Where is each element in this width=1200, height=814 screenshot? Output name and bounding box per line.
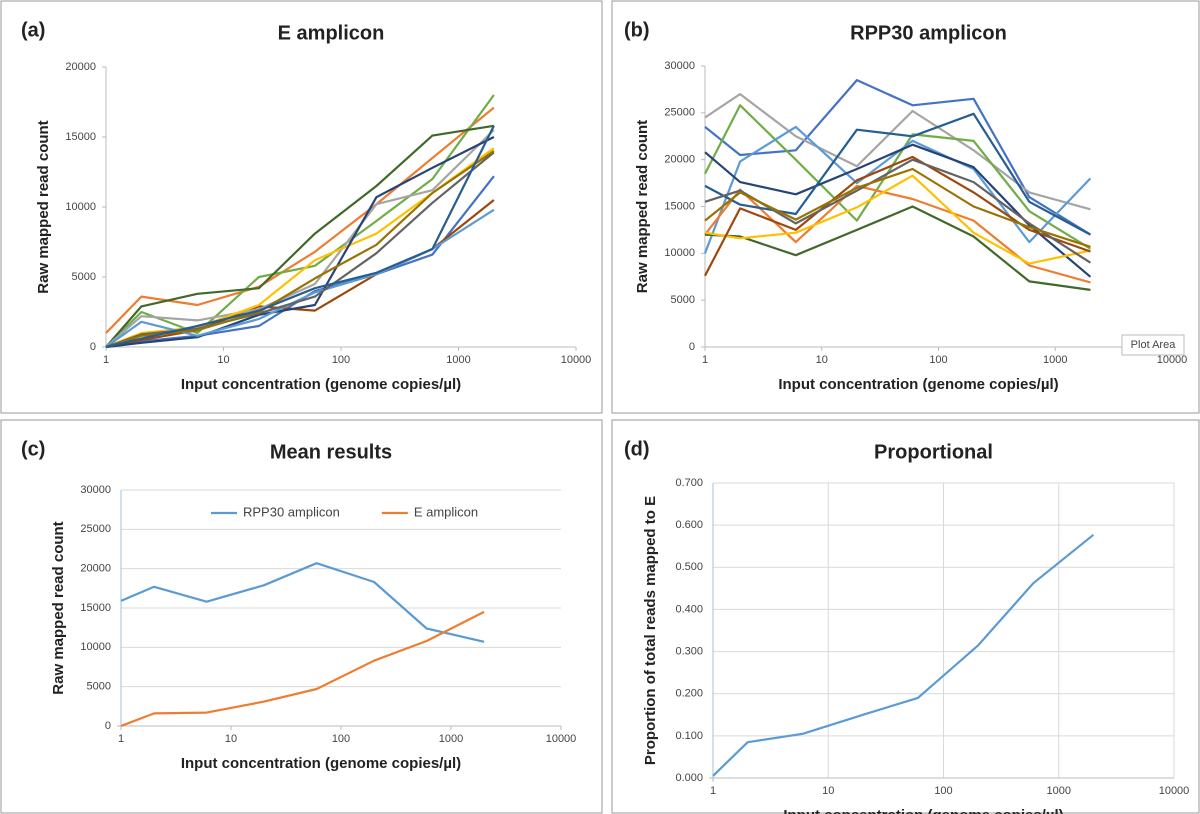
series-line [120,562,485,643]
panel-label: (c) [21,438,45,460]
series-line [704,174,1091,265]
series-line [105,150,495,349]
x-axis-title: Input concentration (genome copies/µl) [181,376,461,393]
series-line [704,112,1091,236]
x-tick-label: 10000 [1159,785,1190,797]
panel: (d) Proportional Input concentration (geno… [611,419,1200,814]
series-line [105,147,495,349]
series-line [105,106,495,334]
x-tick-label: 1 [103,354,109,366]
y-tick-label: 15000 [65,131,96,143]
series-line [105,151,495,349]
x-tick-label: 10000 [546,733,577,745]
panel: (c) Mean results Input concentration (geno… [0,419,603,814]
x-tick-label: 1 [710,785,716,797]
y-tick-label: 30000 [80,484,111,496]
panel-label: (d) [624,438,650,460]
series-line [105,125,495,349]
x-tick-label: 100 [934,785,952,797]
y-axis-title: Proportion of total reads mapped to E [642,496,659,765]
y-axis-title: Raw mapped read count [35,120,52,293]
y-tick-label: 25000 [664,107,695,119]
y-tick-label: 15000 [664,200,695,212]
x-tick-label: 1 [702,354,708,366]
y-tick-label: 20000 [664,154,695,166]
panel: (b) RPP30 amplicon Input concentration (ge… [611,0,1200,414]
series-line [105,136,495,349]
legend-label: RPP30 amplicon [243,504,340,519]
panel-label: (a) [21,19,45,41]
x-tick-label: 100 [332,354,350,366]
panel: (a) E amplicon Input concentration (genome… [0,0,603,414]
x-tick-label: 1000 [1043,354,1067,366]
series-line [105,124,495,348]
y-tick-label: 0.200 [675,688,703,700]
x-tick-label: 10 [217,354,229,366]
y-tick-label: 20000 [80,563,111,575]
y-tick-label: 0.500 [675,561,703,573]
panel-border [0,0,603,414]
series-line [703,125,1092,254]
y-tick-label: 0.700 [675,477,703,489]
y-tick-label: 15000 [80,602,111,614]
x-tick-label: 100 [332,733,350,745]
tooltip: Plot Area [1121,334,1185,356]
x-tick-label: 1000 [439,733,463,745]
series-line [120,610,485,728]
tooltip-text: Plot Area [1131,339,1177,351]
series-line [105,129,495,348]
x-tick-label: 10000 [561,354,592,366]
chart-title: RPP30 amplicon [850,22,1007,44]
panel-label: (b) [624,19,650,41]
y-tick-label: 5000 [87,681,111,693]
chart-title: Proportional [874,441,993,463]
y-tick-label: 10000 [664,247,695,259]
y-tick-label: 25000 [80,523,111,535]
y-tick-label: 5000 [72,271,96,283]
x-axis-title: Input concentration (genome copies/µl) [783,807,1063,814]
y-tick-label: 0.100 [675,730,703,742]
x-tick-label: 1000 [446,354,470,366]
x-tick-label: 1 [118,733,124,745]
legend-label: E amplicon [414,504,478,519]
x-tick-label: 10 [816,354,828,366]
tooltip-box [1121,334,1185,356]
series-line [704,205,1091,291]
x-axis-title: Input concentration (genome copies/µl) [778,376,1058,393]
y-tick-label: 0 [689,341,695,353]
series-line [712,533,1095,777]
series-line [704,79,1091,236]
y-tick-label: 20000 [65,61,96,73]
y-axis-title: Raw mapped read count [634,120,651,293]
series-line [105,94,495,348]
x-tick-label: 10 [225,733,237,745]
chart-title: Mean results [270,441,392,463]
x-tick-label: 10 [822,785,834,797]
panel-border [611,419,1200,814]
y-tick-label: 10000 [80,641,111,653]
panel-border [0,419,603,814]
y-axis-title: Raw mapped read count [50,521,67,694]
x-tick-label: 100 [929,354,947,366]
y-tick-label: 5000 [671,294,695,306]
y-tick-label: 0.000 [675,772,703,784]
y-tick-label: 0 [90,341,96,353]
series-line [704,167,1091,248]
y-tick-label: 0 [105,720,111,732]
y-tick-label: 0.600 [675,519,703,531]
x-axis-title: Input concentration (genome copies/µl) [181,755,461,772]
panel-border [611,0,1200,414]
x-tick-label: 10000 [1157,354,1188,366]
series-line [105,208,495,348]
y-tick-label: 0.300 [675,645,703,657]
y-tick-label: 30000 [664,60,695,72]
y-tick-label: 0.400 [675,603,703,615]
chart-title: E amplicon [278,22,385,44]
y-tick-label: 10000 [65,201,96,213]
x-tick-label: 1000 [1047,785,1071,797]
